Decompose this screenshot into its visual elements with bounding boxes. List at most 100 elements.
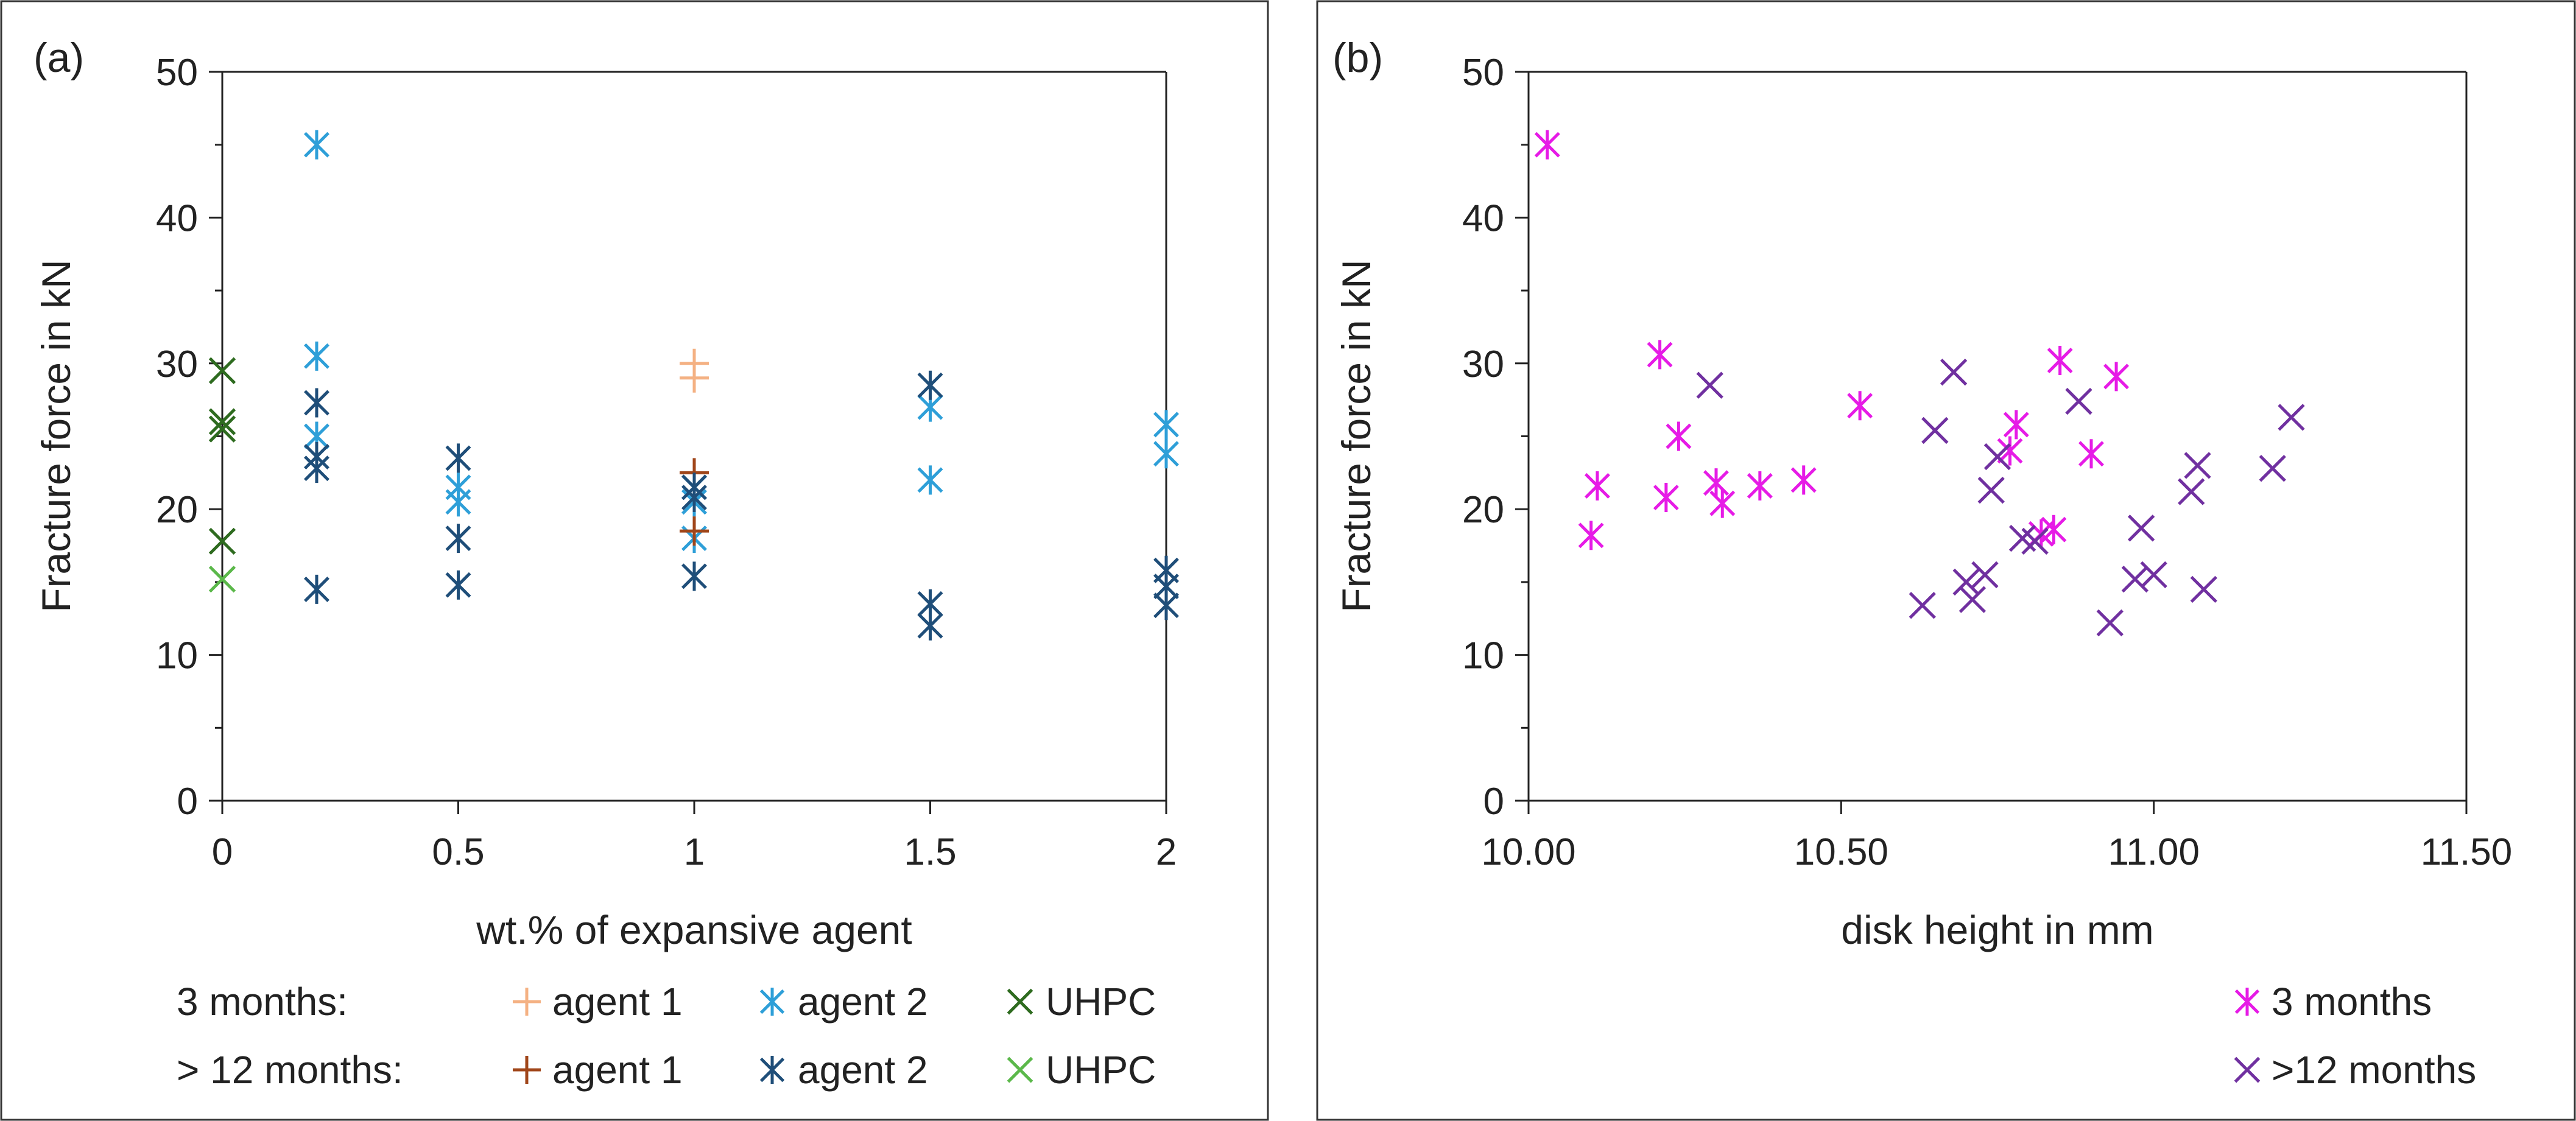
legend-marker	[2234, 988, 2260, 1016]
data-point	[2065, 387, 2092, 415]
data-point	[1153, 591, 1179, 620]
data-point	[2047, 346, 2073, 376]
legend-label: >12 months	[2272, 1048, 2476, 1092]
data-point	[2178, 478, 2205, 505]
data-point	[1703, 468, 1729, 498]
legend-label: agent 2	[798, 980, 928, 1024]
panel-b-x-axis-label: disk height in mm	[1841, 907, 2154, 952]
panel-a-x-axis-label: wt.% of expansive agent	[476, 907, 912, 952]
data-point	[2041, 515, 2067, 544]
data-point	[917, 465, 943, 495]
data-point	[1958, 586, 1987, 613]
panel-a-x-axis: 0 0.5 1 1.5 2	[212, 801, 1177, 873]
y-tick-label: 10	[156, 635, 198, 677]
y-tick-label: 40	[156, 197, 198, 239]
x-tick-label: 1.5	[904, 831, 956, 873]
data-point	[2096, 609, 2124, 637]
data-point	[208, 408, 236, 435]
x-tick-label: 10.00	[1481, 831, 1575, 873]
data-point	[2278, 404, 2305, 431]
panel-b-legend: 3 months >12 months	[2234, 980, 2476, 1092]
legend-marker	[2234, 1056, 2261, 1083]
data-point	[2021, 527, 2049, 555]
data-point	[1584, 471, 1610, 501]
legend-label: agent 2	[798, 1048, 928, 1092]
data-point	[1983, 443, 2011, 471]
x-tick-label: 11.00	[2108, 831, 2200, 873]
legend-marker	[759, 988, 785, 1016]
legend-marker	[513, 1056, 541, 1084]
data-point	[208, 415, 236, 443]
data-point	[445, 487, 471, 517]
panel-a-legend: 3 months: > 12 months: agent 1 agent 2 UHPC a…	[177, 980, 1156, 1092]
y-tick-label: 0	[177, 781, 198, 823]
data-point	[1747, 471, 1773, 501]
legend-marker	[1007, 1056, 1033, 1083]
data-point	[1653, 483, 1679, 513]
legend-label: agent 1	[552, 1048, 683, 1092]
data-point	[304, 341, 329, 371]
data-point	[1696, 371, 1723, 399]
y-tick-label: 50	[1462, 52, 1504, 94]
legend-marker	[1007, 988, 1033, 1015]
data-point	[1578, 521, 1604, 550]
x-tick-label: 11.50	[2421, 831, 2513, 873]
data-point	[1940, 358, 1968, 386]
data-point	[208, 357, 236, 384]
panel-b-x-axis: 10.00 10.50 11.00 11.50	[1481, 801, 2512, 873]
data-point	[680, 363, 709, 393]
series-a-5	[208, 565, 236, 593]
legend-group-label: > 12 months:	[177, 1048, 403, 1092]
data-point	[445, 443, 471, 473]
data-point	[1952, 568, 1980, 596]
panel-a: (a) 0 10 20 30 40 50 0 0.5 1 1.5 2 wt.% of expans…	[0, 0, 1269, 1121]
data-point	[2127, 515, 2155, 542]
legend-group-label: 3 months:	[177, 980, 348, 1024]
panel-a-data-points	[208, 130, 1179, 641]
y-tick-label: 50	[156, 52, 198, 94]
panel-b-data-points	[1534, 130, 2305, 637]
panel-a-y-axis: 0 10 20 30 40 50	[156, 52, 222, 823]
data-point	[917, 370, 943, 400]
data-point	[1847, 391, 1873, 421]
legend-label: 3 months	[2272, 980, 2432, 1024]
data-point	[304, 454, 329, 483]
data-point	[681, 561, 707, 591]
series-b-1	[1696, 358, 2305, 637]
data-point	[1971, 561, 1999, 589]
data-point	[1647, 340, 1673, 370]
x-tick-label: 2	[1156, 831, 1177, 873]
panel-a-label: (a)	[33, 35, 84, 81]
data-point	[1534, 130, 1560, 160]
series-b-0	[1534, 130, 2130, 550]
data-point	[1997, 436, 2023, 466]
data-point	[304, 574, 329, 604]
legend-label: agent 1	[552, 980, 683, 1024]
legend-marker	[759, 1056, 785, 1084]
y-tick-label: 20	[156, 489, 198, 531]
data-point	[2184, 452, 2211, 479]
panel-a-y-axis-label: Fracture force in kN	[33, 259, 79, 613]
panel-b-label: (b)	[1332, 35, 1383, 81]
data-point	[2259, 455, 2286, 482]
data-point	[681, 483, 707, 513]
panel-b: (b) 0 10 20 30 40 50 10.00 10.50 11.00 11.50 dis…	[1316, 0, 2576, 1121]
y-tick-label: 30	[156, 343, 198, 385]
legend-label: UHPC	[1046, 1048, 1156, 1092]
x-tick-label: 1	[684, 831, 705, 873]
data-point	[1153, 410, 1179, 440]
data-point	[1790, 465, 1817, 495]
y-tick-label: 20	[1462, 489, 1504, 531]
data-point	[2121, 565, 2149, 593]
panel-a-frame	[0, 0, 1269, 1121]
series-a-0	[680, 348, 709, 393]
data-point	[445, 524, 471, 553]
data-point	[208, 565, 236, 593]
y-tick-label: 0	[1483, 781, 1504, 823]
data-point	[2078, 439, 2104, 469]
y-tick-label: 40	[1462, 197, 1504, 239]
panel-b-y-axis-label: Fracture force in kN	[1334, 259, 1379, 613]
y-tick-label: 10	[1462, 635, 1504, 677]
data-point	[1709, 488, 1736, 518]
data-point	[1909, 592, 1936, 619]
